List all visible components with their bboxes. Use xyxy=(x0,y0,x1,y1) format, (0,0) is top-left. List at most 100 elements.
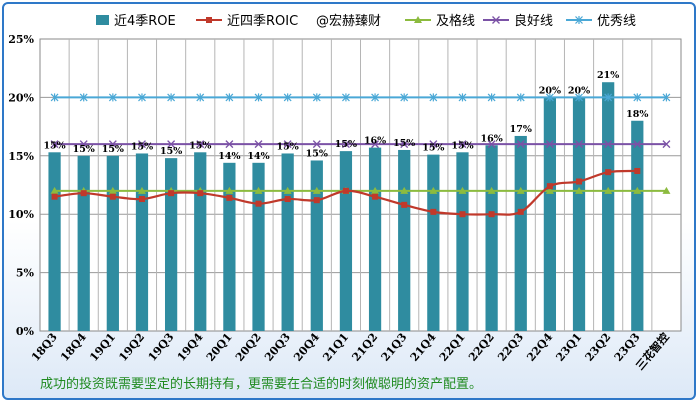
roic-marker xyxy=(459,211,466,218)
excellent-line-marker xyxy=(225,93,234,102)
bar-data-label: 15% xyxy=(277,141,299,152)
y-tick-label: 25% xyxy=(8,33,34,46)
bar-data-label: 15% xyxy=(393,138,415,149)
x-tick-label: 19Q1 xyxy=(87,331,118,364)
excellent-line-marker xyxy=(167,93,176,102)
pass-line-marker xyxy=(371,186,380,194)
bar xyxy=(456,152,469,331)
roic-marker xyxy=(255,200,262,207)
good-line-marker xyxy=(662,140,671,149)
good-line-marker xyxy=(604,140,613,149)
bar-data-label: 15% xyxy=(335,139,357,150)
bar-series xyxy=(48,82,644,332)
roic-marker xyxy=(109,193,116,200)
good-line-marker xyxy=(516,140,525,149)
legend-item: 近四季ROIC xyxy=(196,14,298,29)
bar xyxy=(252,162,265,331)
pass-line-marker xyxy=(516,186,525,194)
roic-marker xyxy=(342,187,349,194)
y-tick-label: 15% xyxy=(8,150,34,163)
bar-data-label: 15% xyxy=(451,140,473,151)
good-line-marker xyxy=(487,140,496,149)
bar-data-label: 15% xyxy=(131,141,153,152)
excellent-line-marker xyxy=(196,93,205,102)
line-series xyxy=(50,93,671,218)
roic-marker xyxy=(517,208,524,215)
footer-caption: 成功的投资既需要坚定的长期持有，更需要在合适的时刻做聪明的资产配置。 xyxy=(40,377,483,392)
excellent-line-marker xyxy=(79,93,88,102)
roic-marker xyxy=(197,190,204,197)
pass-line-marker xyxy=(312,186,321,194)
excellent-line-marker xyxy=(662,93,671,102)
bar xyxy=(368,147,382,331)
roic-marker xyxy=(80,190,87,197)
good-line-marker xyxy=(50,140,59,149)
x-tick-label: 22Q4 xyxy=(524,330,555,364)
pass-line-marker xyxy=(545,186,554,194)
excellent-line-marker xyxy=(283,93,292,102)
pass-line-marker xyxy=(487,186,496,194)
roic-marker xyxy=(372,193,379,200)
pass-line-marker xyxy=(254,186,263,194)
bar-data-label: 15% xyxy=(160,146,182,157)
bar xyxy=(339,151,353,331)
excellent-line-marker xyxy=(429,93,438,102)
legend-item: 优秀线 xyxy=(566,14,636,29)
good-line-marker xyxy=(167,140,176,149)
good-line-marker xyxy=(633,140,642,149)
bar xyxy=(543,97,557,332)
legend-label: 近四季ROIC xyxy=(227,14,298,29)
good-line-marker xyxy=(400,140,409,149)
legend-label: 优秀线 xyxy=(597,14,636,29)
legend: 近4季ROE 近四季ROIC @宏赫臻财 及格线 良好线 优秀线 xyxy=(96,13,636,29)
x-tick-label: 22Q1 xyxy=(437,331,468,364)
pass-line-marker xyxy=(662,186,671,194)
roic-marker xyxy=(51,193,58,200)
roic-marker xyxy=(226,194,233,201)
excellent-line-marker xyxy=(633,93,642,102)
excellent-line-marker xyxy=(312,93,321,102)
bar xyxy=(398,149,411,331)
excellent-line-marker xyxy=(371,93,379,102)
excellent-line-marker xyxy=(108,93,117,102)
legend-label: @宏赫臻财 xyxy=(316,14,381,29)
roic-marker xyxy=(430,208,437,215)
roic-marker xyxy=(401,201,408,208)
legend-item: @宏赫臻财 xyxy=(316,14,381,29)
good-line-marker xyxy=(575,140,583,149)
bar xyxy=(631,120,644,331)
x-tick-label: 19Q2 xyxy=(116,331,147,364)
x-axis: 18Q318Q419Q119Q219Q319Q420Q120Q220Q320Q4… xyxy=(29,330,672,373)
good-line-marker xyxy=(196,140,205,149)
y-tick-label: 0% xyxy=(16,325,35,338)
excellent-line-marker xyxy=(138,93,146,102)
pass-line-marker xyxy=(108,186,117,194)
pass-line-marker xyxy=(633,186,642,194)
bar xyxy=(164,158,178,331)
bar-data-label: 14% xyxy=(218,151,240,162)
pass-line-marker xyxy=(225,186,234,194)
good-line-marker xyxy=(254,140,263,149)
y-axis: 0% 5% 10% 15% 20% 25% xyxy=(8,33,34,338)
excellent-line-marker xyxy=(516,93,525,102)
legend-item: 近4季ROE xyxy=(96,14,176,29)
bar xyxy=(106,155,119,331)
x-tick-label: 21Q1 xyxy=(320,331,351,364)
roic-marker xyxy=(634,167,641,174)
good-line-marker xyxy=(371,140,380,149)
excellent-line-marker xyxy=(487,93,496,102)
good-line-marker xyxy=(225,140,234,149)
x-tick-label: 19Q4 xyxy=(175,330,206,364)
bar-data-label: 17% xyxy=(510,124,532,135)
y-tick-label: 10% xyxy=(8,208,34,221)
roic-marker xyxy=(488,211,495,218)
x-tick-label: 20Q1 xyxy=(204,331,235,364)
roic-marker xyxy=(576,178,583,185)
bar xyxy=(485,145,498,331)
roic-marker xyxy=(168,190,175,197)
pass-line-marker xyxy=(137,186,146,194)
legend-label: 及格线 xyxy=(436,13,475,29)
bar-data-label: 15% xyxy=(102,144,124,155)
pass-line-marker xyxy=(414,16,422,23)
roic-marker xyxy=(138,196,145,203)
